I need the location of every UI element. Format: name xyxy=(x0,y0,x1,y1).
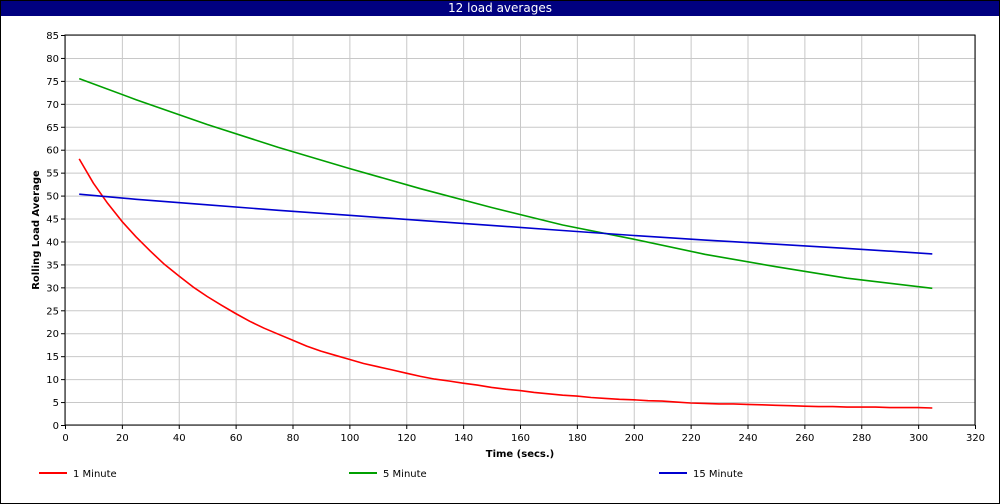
x-tick-label: 220 xyxy=(682,433,701,444)
x-tick-label: 160 xyxy=(511,433,530,444)
series-line-2 xyxy=(78,77,933,290)
y-axis-title: Rolling Load Average xyxy=(31,170,42,290)
x-axis-title: Time (secs.) xyxy=(486,449,555,460)
chart-title: 12 load averages xyxy=(1,1,999,16)
x-tick-label: 200 xyxy=(625,433,644,444)
x-tick-label: 280 xyxy=(852,433,871,444)
y-axis: 0 5 10 15 20 25 30 35 40 45 50 55 60 65 70 75 80 85 xyxy=(46,31,65,432)
x-tick-label: 0 xyxy=(62,433,68,444)
legend-label: 1 Minute xyxy=(73,469,117,480)
y-tick-label: 70 xyxy=(46,100,59,111)
legend-label: 15 Minute xyxy=(693,469,743,480)
legend-label: 5 Minute xyxy=(383,469,427,480)
x-tick-label: 60 xyxy=(230,433,243,444)
series-line-3 xyxy=(79,193,933,255)
x-tick-label: 120 xyxy=(397,433,416,444)
y-tick-label: 5 xyxy=(53,398,59,409)
x-tick-label: 80 xyxy=(287,433,300,444)
y-tick-label: 40 xyxy=(46,237,59,248)
x-tick-label: 300 xyxy=(909,433,928,444)
x-tick-label: 240 xyxy=(738,433,757,444)
y-tick-label: 10 xyxy=(46,375,59,386)
x-tick-label: 40 xyxy=(173,433,186,444)
series-line-1 xyxy=(78,158,933,409)
y-tick-label: 30 xyxy=(46,283,59,294)
y-tick-label: 15 xyxy=(46,352,59,363)
x-tick-label: 180 xyxy=(568,433,587,444)
y-tick-label: 65 xyxy=(46,123,59,134)
y-tick-label: 60 xyxy=(46,146,59,157)
y-tick-label: 75 xyxy=(46,77,59,88)
grid xyxy=(65,35,976,426)
y-tick-label: 45 xyxy=(46,215,59,226)
y-tick-label: 20 xyxy=(46,329,59,340)
x-tick-label: 20 xyxy=(116,433,129,444)
x-tick-label: 100 xyxy=(340,433,359,444)
y-tick-label: 35 xyxy=(46,260,59,271)
y-tick-label: 85 xyxy=(46,31,59,42)
series-lines xyxy=(78,77,933,409)
x-tick-label: 320 xyxy=(966,433,985,444)
x-axis: 0 20 40 60 80 100 120 140 160 180 200 220 240 260 280 3… xyxy=(62,425,985,444)
x-tick-label: 260 xyxy=(795,433,814,444)
y-tick-label: 25 xyxy=(46,306,59,317)
x-tick-label: 140 xyxy=(454,433,473,444)
legend: 1 Minute 5 Minute 15 Minute xyxy=(39,469,743,480)
y-tick-label: 50 xyxy=(46,192,59,203)
y-tick-label: 0 xyxy=(53,421,59,432)
y-tick-label: 55 xyxy=(46,169,59,180)
y-tick-label: 80 xyxy=(46,54,59,65)
